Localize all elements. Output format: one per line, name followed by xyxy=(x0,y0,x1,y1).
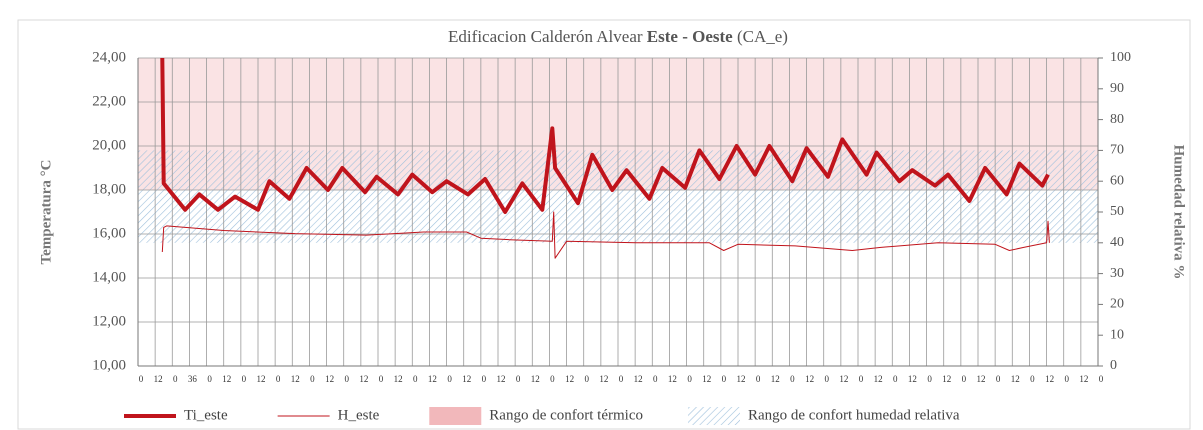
x-tick-label: 12 xyxy=(1045,374,1054,384)
y-tick-label: 14,00 xyxy=(92,269,126,285)
x-tick-label: 0 xyxy=(996,374,1001,384)
legend-label: Ti_este xyxy=(184,407,228,423)
y2-tick-label: 50 xyxy=(1110,204,1124,219)
x-tick-label: 12 xyxy=(668,374,677,384)
title-bold: Este - Oeste xyxy=(647,27,733,46)
frame xyxy=(17,19,1191,430)
y2-tick-label: 40 xyxy=(1110,235,1124,250)
x-tick-label: 12 xyxy=(599,374,608,384)
x-tick-label: 0 xyxy=(413,374,418,384)
x-tick-label: 12 xyxy=(222,374,231,384)
x-tick-label: 0 xyxy=(1099,374,1104,384)
legend-swatch xyxy=(429,407,482,425)
x-tick-label: 0 xyxy=(927,374,932,384)
x-tick-label: 12 xyxy=(257,374,266,384)
x-tick-label: 0 xyxy=(242,374,247,384)
x-tick-label: 12 xyxy=(154,374,163,384)
x-tick-label: 0 xyxy=(516,374,521,384)
legend-label: Rango de confort térmico xyxy=(489,407,643,423)
x-tick-label: 12 xyxy=(428,374,437,384)
x-tick-label: 12 xyxy=(771,374,780,384)
x-tick-label: 0 xyxy=(687,374,692,384)
x-tick-label: 0 xyxy=(379,374,384,384)
series-line xyxy=(161,211,1050,259)
x-tick-label: 0 xyxy=(550,374,555,384)
x-tick-label: 12 xyxy=(497,374,506,384)
y2-tick-label: 70 xyxy=(1110,143,1124,158)
x-tick-label: 12 xyxy=(565,374,574,384)
x-tick-label: 0 xyxy=(962,374,967,384)
y2-tick-label: 0 xyxy=(1110,358,1117,373)
x-tick-label: 0 xyxy=(722,374,727,384)
x-tick-label: 0 xyxy=(482,374,487,384)
x-tick-label: 12 xyxy=(634,374,643,384)
y2-tick-label: 80 xyxy=(1110,112,1124,127)
y2-tick-label: 90 xyxy=(1110,81,1124,96)
y2-tick-label: 20 xyxy=(1110,297,1124,312)
x-tick-label: 0 xyxy=(619,374,624,384)
x-tick-label: 12 xyxy=(737,374,746,384)
x-tick-label: 0 xyxy=(824,374,829,384)
x-tick-label: 12 xyxy=(839,374,848,384)
x-tick-label: 0 xyxy=(276,374,281,384)
y2-tick-label: 30 xyxy=(1110,266,1124,281)
y-tick-label: 16,00 xyxy=(92,225,126,241)
x-tick-label: 0 xyxy=(344,374,349,384)
y-axis-label: Temperatura °C xyxy=(38,159,54,264)
legend-label: H_este xyxy=(338,407,380,423)
x-tick-label: 0 xyxy=(790,374,795,384)
y2-axis-label: Humedad relativa % xyxy=(1171,145,1187,280)
x-tick-label: 12 xyxy=(359,374,368,384)
x-tick-label: 12 xyxy=(325,374,334,384)
legend-swatch xyxy=(687,407,740,425)
x-tick-label: 0 xyxy=(1030,374,1035,384)
x-tick-label: 12 xyxy=(702,374,711,384)
x-tick-label: 12 xyxy=(291,374,300,384)
y-tick-label: 18,00 xyxy=(92,181,126,197)
x-tick-label: 0 xyxy=(584,374,589,384)
x-tick-label: 0 xyxy=(859,374,864,384)
y-tick-label: 12,00 xyxy=(92,313,126,329)
x-tick-label: 12 xyxy=(805,374,814,384)
x-tick-label: 12 xyxy=(942,374,951,384)
y-tick-label: 24,00 xyxy=(92,49,126,65)
x-tick-label: 12 xyxy=(908,374,917,384)
y2-tick-label: 100 xyxy=(1110,50,1131,65)
x-tick-label: 12 xyxy=(531,374,540,384)
x-tick-label: 0 xyxy=(207,374,212,384)
x-tick-label: 12 xyxy=(1011,374,1020,384)
y-tick-label: 22,00 xyxy=(92,93,126,109)
y2-tick-label: 10 xyxy=(1110,327,1124,342)
legend-label: Rango de confort humedad relativa xyxy=(748,407,960,423)
series-line xyxy=(160,57,1050,214)
x-tick-label: 12 xyxy=(874,374,883,384)
y2-tick-label: 60 xyxy=(1110,173,1124,188)
x-tick-label: 0 xyxy=(893,374,898,384)
x-tick-label: 0 xyxy=(173,374,178,384)
x-tick-label: 0 xyxy=(447,374,452,384)
x-tick-label: 12 xyxy=(462,374,471,384)
x-tick-label: 0 xyxy=(139,374,144,384)
x-tick-label: 12 xyxy=(977,374,986,384)
title-part: (CA_e) xyxy=(737,27,788,46)
y-tick-label: 20,00 xyxy=(92,137,126,153)
x-tick-label: 0 xyxy=(653,374,658,384)
x-tick-label: 36 xyxy=(188,374,198,384)
x-tick-label: 12 xyxy=(1079,374,1088,384)
chart-title: Edificacion Calderón Alvear Este - Oeste… xyxy=(448,27,788,46)
x-tick-label: 12 xyxy=(394,374,403,384)
x-tick-label: 0 xyxy=(756,374,761,384)
y-tick-label: 10,00 xyxy=(92,357,126,373)
title-part: Edificacion Calderón Alvear xyxy=(448,27,643,46)
x-tick-label: 0 xyxy=(1064,374,1069,384)
x-tick-label: 0 xyxy=(310,374,315,384)
